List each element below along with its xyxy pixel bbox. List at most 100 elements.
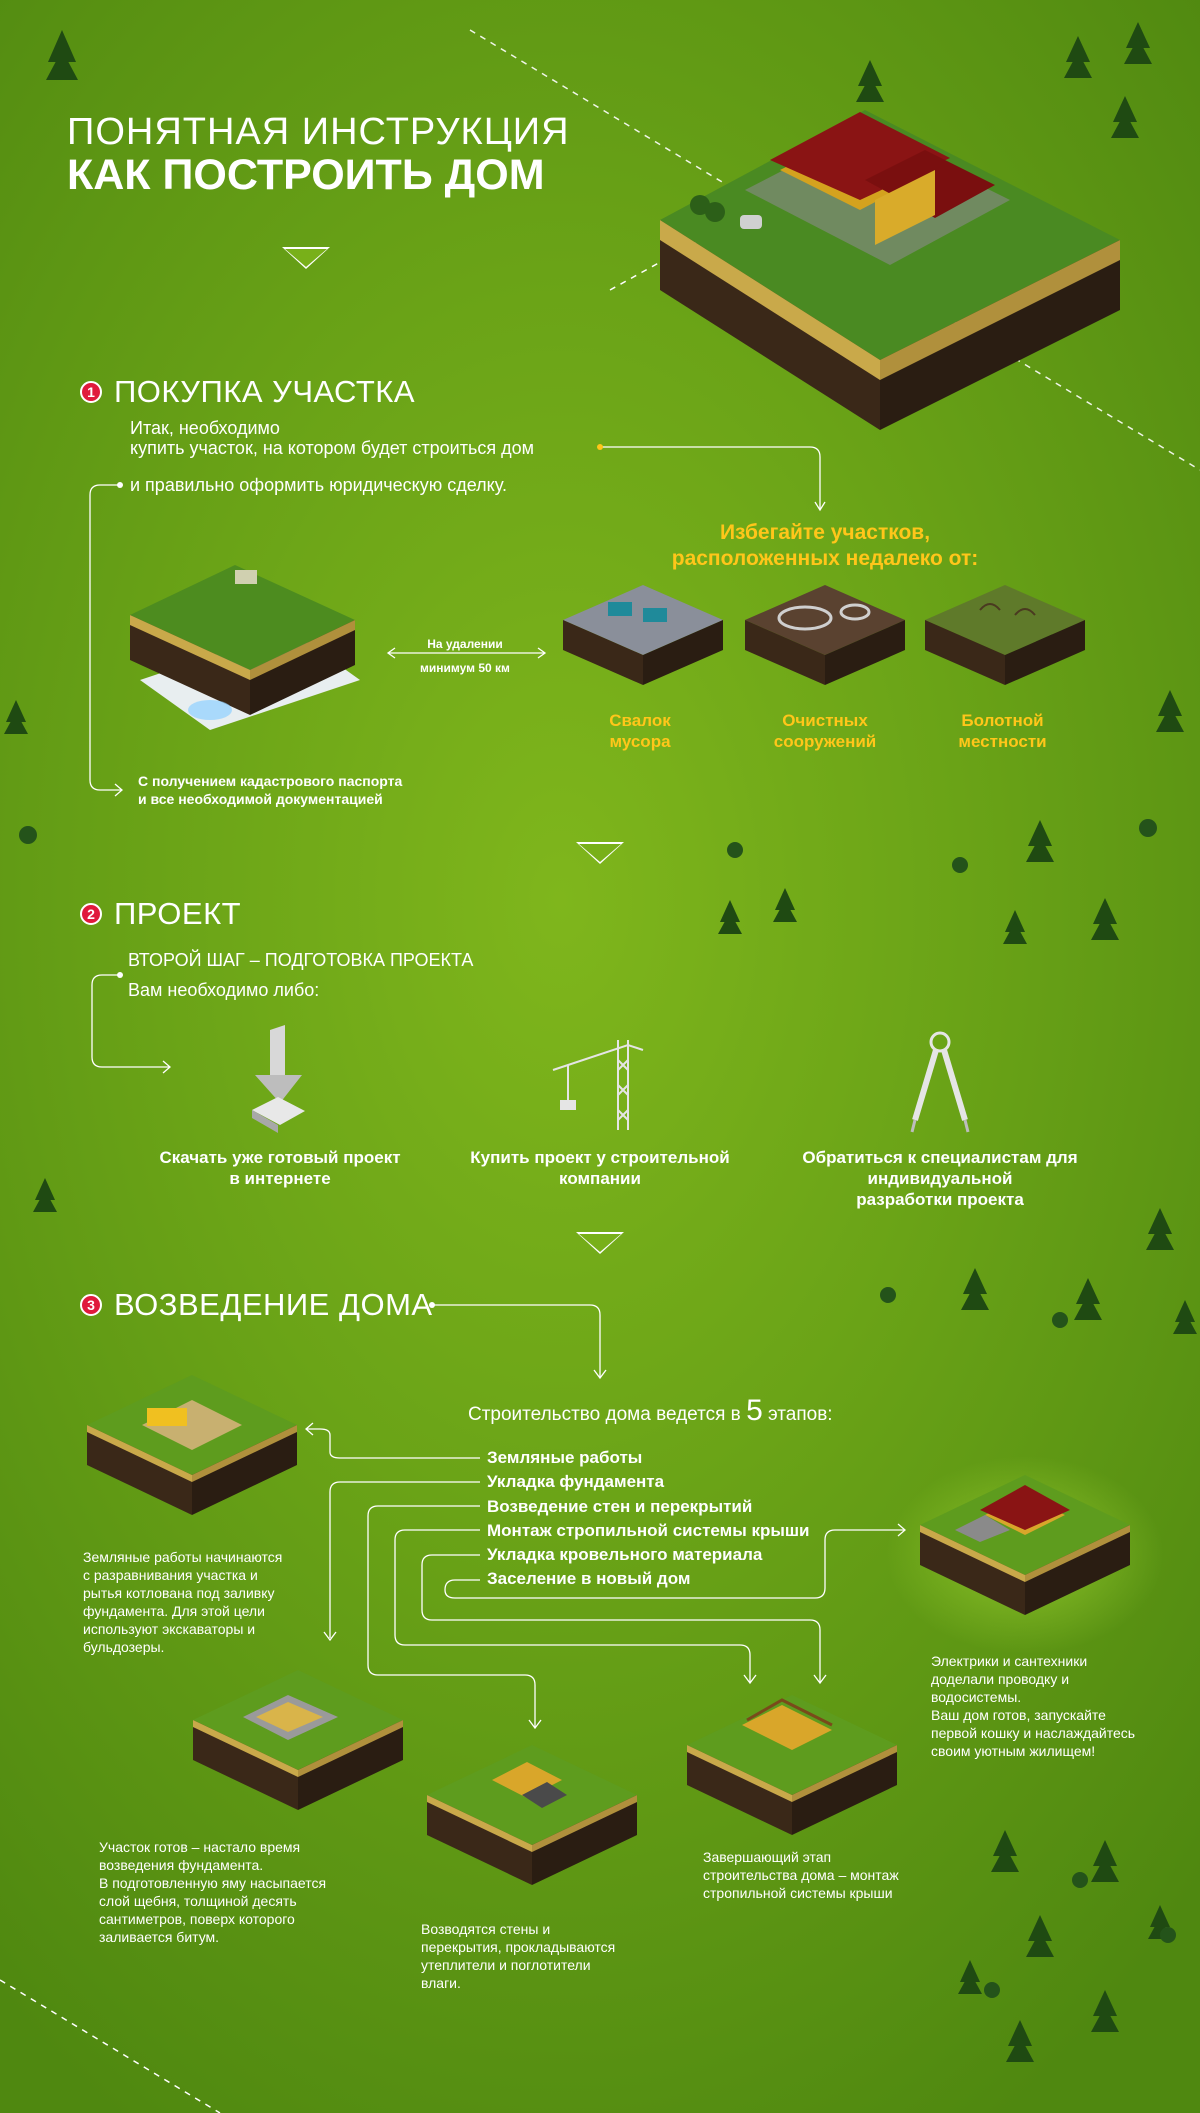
desc-roof-line: Завершающий этап — [703, 1849, 832, 1865]
desc-foundation-line: возведения фундамента. — [99, 1857, 264, 1873]
avoid-item-swamp-line1: Болотной — [961, 711, 1044, 730]
desc-earthworks-line: Земляные работы начинаются — [83, 1549, 283, 1565]
distance-label: На удалении минимум 50 км — [405, 636, 525, 676]
foundation-tile — [193, 1670, 403, 1810]
option-buy: Купить проект у строительной компании — [455, 1147, 745, 1189]
avoid-item-swamp: Болотной местности — [935, 710, 1070, 752]
desc-foundation-line: сантиметров, поверх которого — [99, 1911, 295, 1927]
section1-connectors — [89, 444, 826, 797]
earthworks-tile — [87, 1375, 297, 1515]
landfill-tile — [563, 585, 723, 685]
avoid-item-treatment: Очистных сооружений — [755, 710, 895, 752]
desc-walls-line: влаги. — [421, 1975, 461, 1991]
section1-number-badge: 1 — [80, 381, 102, 403]
desc-foundation-line: Участок готов – настало время — [99, 1839, 301, 1855]
section3-title: ВОЗВЕДЕНИЕ ДОМА — [114, 1287, 433, 1322]
roof-framing-tile — [687, 1695, 897, 1835]
avoid-heading-line1: Избегайте участков, — [719, 521, 931, 544]
stage-item: Монтаж стропильной системы крыши — [487, 1520, 810, 1540]
download-icon — [252, 1025, 305, 1133]
desc-walls-line: перекрытия, прокладываются — [421, 1939, 616, 1955]
section2-header: 2 ПРОЕКТ — [80, 897, 241, 931]
desc-final-line: водосистемы. — [931, 1689, 1022, 1705]
walls-tile — [427, 1745, 637, 1885]
page-title: ПОНЯТНАЯ ИНСТРУКЦИЯ КАК ПОСТРОИТЬ ДОМ — [67, 112, 570, 198]
section2-connectors — [91, 972, 171, 1074]
stages-count: 5 — [746, 1394, 763, 1427]
desc-roof-line: стропильной системы крыши — [703, 1885, 893, 1901]
desc-final-line: первой кошку и наслаждайтесь — [931, 1725, 1136, 1741]
stages-intro-post: этапов: — [762, 1404, 833, 1425]
section1-intro-line2: купить участок, на котором будет строить… — [130, 438, 534, 458]
section2-title: ПРОЕКТ — [114, 896, 242, 931]
desc-final-line: Электрики и сантехники — [931, 1653, 1088, 1669]
desc-walls: Возводятся стены и перекрытия, прокладыв… — [421, 1920, 615, 1992]
avoid-heading-line2: расположенных недалеко от: — [671, 547, 979, 570]
section2-sub1: ВТОРОЙ ШАГ – ПОДГОТОВКА ПРОЕКТА — [128, 950, 474, 970]
section1-intro-line1: Итак, необходимо — [130, 418, 280, 438]
distance-line2: минимум 50 км — [420, 661, 510, 675]
avoid-item-treatment-line1: Очистных — [782, 711, 868, 730]
desc-walls-line: утеплители и поглотители — [421, 1957, 591, 1973]
compass-icon — [910, 1031, 970, 1133]
desc-earthworks-line: фундамента. Для этой цели — [83, 1603, 265, 1619]
title-line-2: КАК ПОСТРОИТЬ ДОМ — [67, 151, 545, 199]
option-custom: Обратиться к специалистам для индивидуал… — [790, 1147, 1090, 1210]
desc-final-line: Ваш дом готов, запускайте — [931, 1707, 1106, 1723]
stages-intro-pre: Строительство дома ведется в — [468, 1404, 747, 1425]
stage-item: Возведение стен и перекрытий — [487, 1496, 753, 1516]
chevron-down-icon — [576, 842, 624, 864]
desc-foundation: Участок готов – настало время возведения… — [99, 1838, 326, 1946]
option-custom-line1: Обратиться к специалистам для — [802, 1148, 1078, 1167]
stage-item: Земляные работы — [487, 1448, 643, 1467]
desc-final-line: своим уютным жилищем! — [931, 1743, 1096, 1759]
chevron-down-icon — [282, 247, 330, 269]
section3-header: 3 ВОЗВЕДЕНИЕ ДОМА — [80, 1288, 433, 1322]
crane-icon — [552, 1040, 644, 1130]
stage-item: Укладка кровельного материала — [487, 1545, 763, 1565]
section2-number-badge: 2 — [80, 903, 102, 925]
avoid-item-landfill: Свалок мусора — [580, 710, 700, 752]
stages-list: Земляные работы Укладка фундамента Возве… — [487, 1446, 809, 1592]
desc-final: Электрики и сантехники доделали проводку… — [931, 1652, 1135, 1760]
desc-foundation-line: слой щебня, толщиной десять — [99, 1893, 297, 1909]
desc-walls-line: Возводятся стены и — [421, 1921, 551, 1937]
section1-intro-line3: и правильно оформить юридическую сделку. — [130, 475, 507, 495]
option-buy-line2: компании — [559, 1169, 641, 1188]
hero-house-illustration — [660, 60, 1120, 430]
documents-caption-line2: и все необходимой документацией — [138, 791, 383, 807]
desc-earthworks-line: с разравнивания участка и — [83, 1567, 258, 1583]
desc-roof-line: строительства дома – монтаж — [703, 1867, 899, 1883]
stage-item: Укладка фундамента — [487, 1472, 665, 1492]
desc-earthworks-line: бульдозеры. — [83, 1639, 165, 1655]
avoid-item-swamp-line2: местности — [958, 732, 1047, 751]
desc-final-line: доделали проводку и — [931, 1671, 1070, 1687]
avoid-heading: Избегайте участков, расположенных недале… — [600, 520, 1050, 572]
swamp-tile — [925, 585, 1085, 685]
section3-number-badge: 3 — [80, 1294, 102, 1316]
desc-foundation-line: заливается битум. — [99, 1929, 220, 1945]
option-download-line1: Скачать уже готовый проект — [159, 1148, 401, 1167]
section1-title: ПОКУПКА УЧАСТКА — [114, 374, 416, 409]
stage-item: Заселение в новый дом — [487, 1569, 691, 1589]
option-custom-line3: разработки проекта — [856, 1190, 1024, 1209]
chevron-down-icon — [576, 1232, 624, 1254]
documents-caption-line1: С получением кадастрового паспорта — [138, 773, 403, 789]
treatment-plant-tile — [745, 585, 905, 685]
stages-intro: Строительство дома ведется в 5 этапов: — [468, 1396, 833, 1426]
avoid-item-landfill-line2: мусора — [609, 732, 671, 751]
option-buy-line1: Купить проект у строительной — [470, 1148, 730, 1167]
desc-foundation-line: В подготовленную яму насыпается — [99, 1875, 327, 1891]
avoid-item-landfill-line1: Свалок — [609, 711, 671, 730]
desc-earthworks-line: рытья котлована под заливку — [83, 1585, 275, 1601]
option-download-line2: в интернете — [229, 1169, 331, 1188]
documents-caption: С получением кадастрового паспорта и все… — [138, 772, 402, 808]
option-download: Скачать уже готовый проект в интернете — [140, 1147, 420, 1189]
plot-with-documents-illustration — [130, 565, 360, 730]
section1-header: 1 ПОКУПКА УЧАСТКА — [80, 375, 415, 409]
desc-earthworks-line: используют экскаваторы и — [83, 1621, 256, 1637]
section2-sub2: Вам необходимо либо: — [128, 980, 320, 1000]
desc-earthworks: Земляные работы начинаются с разравниван… — [83, 1548, 282, 1656]
